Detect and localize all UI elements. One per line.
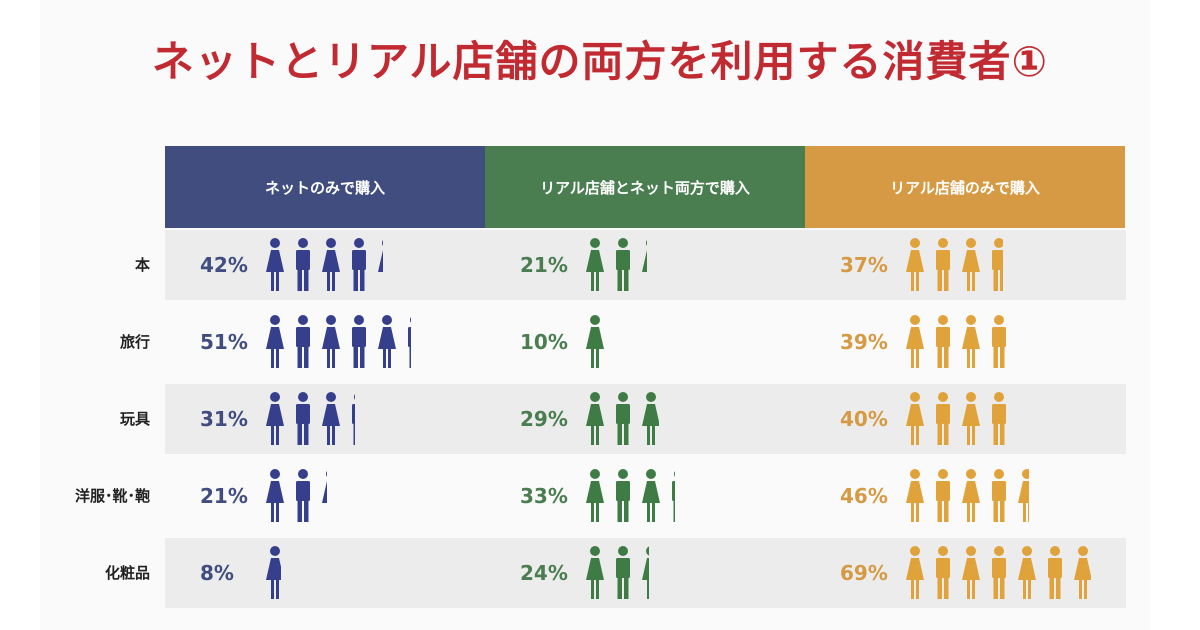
percentage-label: 37% xyxy=(840,253,888,277)
person-male-icon xyxy=(992,238,1003,291)
column-header-both: リアル店舗とネット両方で購入 xyxy=(485,146,805,228)
row-category-label: 旅行 xyxy=(119,333,150,351)
pictogram-group xyxy=(905,461,1045,531)
pictogram-group xyxy=(585,461,697,531)
person-female-icon xyxy=(962,546,980,599)
person-female-icon xyxy=(962,469,980,522)
percentage-label: 21% xyxy=(520,253,568,277)
person-male-icon xyxy=(936,238,950,291)
percentage-label: 29% xyxy=(520,407,568,431)
person-female-icon xyxy=(586,315,604,368)
row-category-label: 洋服･靴･鞄 xyxy=(74,487,150,505)
person-male-icon xyxy=(616,238,630,291)
person-male-icon xyxy=(352,394,355,445)
percentage-label: 8% xyxy=(200,561,234,585)
pictogram-group xyxy=(585,384,669,454)
pictogram-group xyxy=(905,384,1017,454)
person-male-icon xyxy=(992,469,1006,522)
person-female-icon xyxy=(642,469,660,522)
pictogram-group xyxy=(585,538,669,608)
percentage-label: 24% xyxy=(520,561,568,585)
person-female-icon xyxy=(586,392,604,445)
percentage-label: 40% xyxy=(840,407,888,431)
person-female-icon xyxy=(1018,469,1029,522)
pictogram-group xyxy=(265,384,377,454)
row-category-label: 化粧品 xyxy=(104,564,150,582)
pictogram-group xyxy=(265,538,293,608)
column-header-store-only: リアル店舗のみで購入 xyxy=(805,146,1125,228)
column-header-online-only: ネットのみで購入 xyxy=(165,146,485,228)
person-female-icon xyxy=(906,469,924,522)
person-female-icon xyxy=(962,392,980,445)
person-male-icon xyxy=(616,392,630,445)
person-female-icon xyxy=(378,240,383,291)
percentage-label: 69% xyxy=(840,561,888,585)
person-male-icon xyxy=(352,238,366,291)
person-female-icon xyxy=(642,240,647,291)
person-male-icon xyxy=(992,392,1006,445)
person-female-icon xyxy=(266,469,284,522)
person-female-icon xyxy=(906,315,924,368)
person-female-icon xyxy=(322,238,340,291)
person-male-icon xyxy=(408,317,411,368)
percentage-label: 46% xyxy=(840,484,888,508)
person-female-icon xyxy=(266,315,284,368)
percentage-label: 51% xyxy=(200,330,248,354)
row-category-label: 本 xyxy=(134,256,150,274)
person-female-icon xyxy=(586,469,604,522)
person-female-icon xyxy=(266,238,284,291)
row-category-label: 玩具 xyxy=(119,410,150,428)
person-female-icon xyxy=(906,546,924,599)
percentage-label: 10% xyxy=(520,330,568,354)
person-female-icon xyxy=(266,392,284,445)
pictogram-group xyxy=(905,230,1017,300)
person-male-icon xyxy=(936,469,950,522)
person-male-icon xyxy=(1048,546,1062,599)
pictogram-group xyxy=(585,230,669,300)
person-female-icon xyxy=(586,546,604,599)
person-female-icon xyxy=(586,238,604,291)
percentage-label: 31% xyxy=(200,407,248,431)
person-female-icon xyxy=(1074,546,1091,599)
person-male-icon xyxy=(352,315,366,368)
person-female-icon xyxy=(322,315,340,368)
pictogram-group xyxy=(905,307,1017,377)
person-male-icon xyxy=(992,315,1006,368)
person-male-icon xyxy=(296,315,310,368)
person-female-icon xyxy=(906,392,924,445)
percentage-label: 33% xyxy=(520,484,568,508)
person-female-icon xyxy=(322,471,327,522)
pictogram-group xyxy=(265,461,349,531)
person-female-icon xyxy=(322,392,340,445)
person-male-icon xyxy=(936,392,950,445)
person-female-icon xyxy=(1018,546,1036,599)
pictogram-group xyxy=(905,538,1101,608)
person-male-icon xyxy=(992,546,1006,599)
person-female-icon xyxy=(378,315,396,368)
pictogram-group xyxy=(265,307,433,377)
percentage-label: 39% xyxy=(840,330,888,354)
percentage-label: 21% xyxy=(200,484,248,508)
person-male-icon xyxy=(672,471,675,522)
person-female-icon xyxy=(266,546,281,599)
person-male-icon xyxy=(616,546,630,599)
person-female-icon xyxy=(642,546,649,599)
pictogram-group xyxy=(265,230,405,300)
pictogram-group xyxy=(585,307,613,377)
percentage-label: 42% xyxy=(200,253,248,277)
person-female-icon xyxy=(642,392,659,445)
person-female-icon xyxy=(962,315,980,368)
person-male-icon xyxy=(296,469,310,522)
person-male-icon xyxy=(296,238,310,291)
person-female-icon xyxy=(962,238,980,291)
chart-title: ネットとリアル店舗の両方を利用する消費者① xyxy=(151,37,1049,86)
person-male-icon xyxy=(936,315,950,368)
person-male-icon xyxy=(616,469,630,522)
person-female-icon xyxy=(906,238,924,291)
person-male-icon xyxy=(936,546,950,599)
person-male-icon xyxy=(296,392,310,445)
